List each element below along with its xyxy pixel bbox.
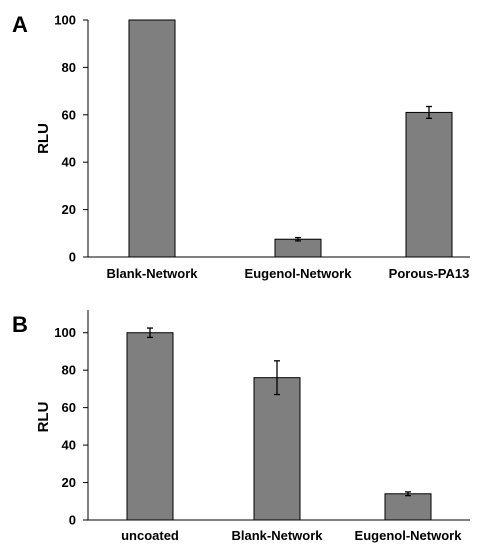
y-tick-label: 80: [62, 363, 76, 378]
bar-porous-pa13: [405, 111, 453, 258]
y-axis-label: RLU: [35, 402, 52, 433]
bar-eugenol-network: [384, 493, 432, 521]
panel-a: A RLU 0 20 40 60 80 100 Blank-Network Eugenol-Net…: [12, 12, 470, 281]
y-tick-label: 100: [54, 13, 76, 28]
x-tick-label: Eugenol-Network: [355, 528, 463, 543]
y-tick-label: 100: [54, 325, 76, 340]
y-tick-label: 0: [69, 250, 76, 265]
y-tick-label: 40: [62, 155, 76, 170]
y-tick-label: 20: [62, 475, 76, 490]
bar-blank-network: [253, 377, 301, 521]
x-tick-label: uncoated: [121, 528, 179, 543]
y-axis-label: RLU: [35, 123, 52, 154]
panel-b: B RLU 0 20 40 60 80 100 uncoated Blank-Network Eug…: [12, 310, 470, 543]
y-tick-label: 60: [62, 400, 76, 415]
panel-letter: B: [12, 312, 28, 337]
y-tick-label: 0: [69, 513, 76, 528]
x-tick-label: Porous-PA13: [389, 266, 470, 281]
y-tick-label: 80: [62, 60, 76, 75]
bar-uncoated: [126, 332, 174, 521]
y-tick-label: 20: [62, 202, 76, 217]
bar-eugenol-network: [274, 238, 322, 258]
x-tick-label: Eugenol-Network: [245, 266, 353, 281]
x-tick-label: Blank-Network: [231, 528, 323, 543]
x-tick-label: Blank-Network: [106, 266, 198, 281]
panel-letter: A: [12, 12, 28, 37]
y-tick-label: 40: [62, 438, 76, 453]
y-tick-label: 60: [62, 107, 76, 122]
bar-blank-network: [128, 19, 176, 258]
